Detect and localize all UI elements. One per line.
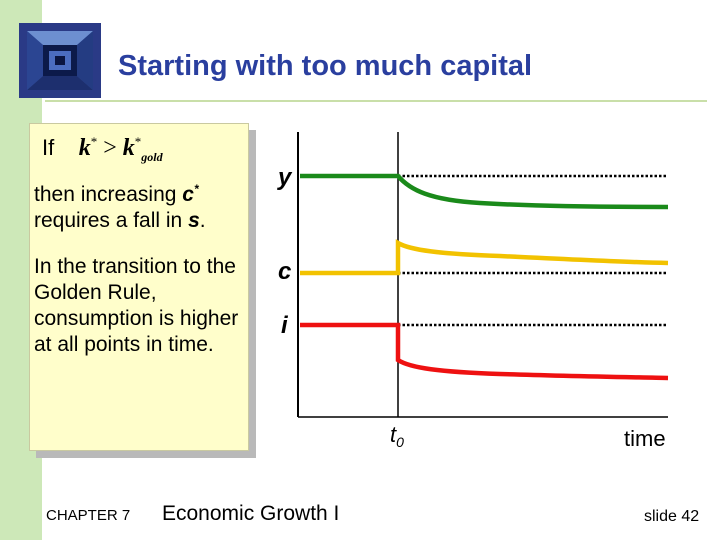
- capital-inequality: k* > k*gold: [78, 134, 163, 164]
- if-word: If: [42, 135, 55, 160]
- slide-title: Starting with too much capital: [118, 50, 533, 82]
- label-c: c: [278, 258, 291, 285]
- label-t0: t0: [390, 422, 404, 450]
- paragraph-increase-consumption: then increasing c* requires a fall in s.: [34, 182, 206, 232]
- text-panel: If k* > k*gold then increasing c* requir…: [29, 123, 249, 451]
- footer-slide-number: slide 42: [644, 508, 700, 525]
- label-i: i: [281, 312, 289, 339]
- i-path: [300, 322, 669, 381]
- paragraph-transition: In the transition to the Golden Rule, co…: [34, 255, 239, 356]
- footer-chapter: CHAPTER 7: [46, 507, 131, 524]
- title-underline: [45, 100, 707, 102]
- window-logo-icon: [19, 23, 101, 98]
- label-time: time: [624, 426, 666, 451]
- if-statement: If k* > k*gold: [42, 134, 163, 165]
- label-y: y: [277, 164, 293, 191]
- c-path: [300, 239, 669, 276]
- footer-book-title: Economic Growth I: [162, 502, 340, 525]
- y-path: [300, 173, 669, 210]
